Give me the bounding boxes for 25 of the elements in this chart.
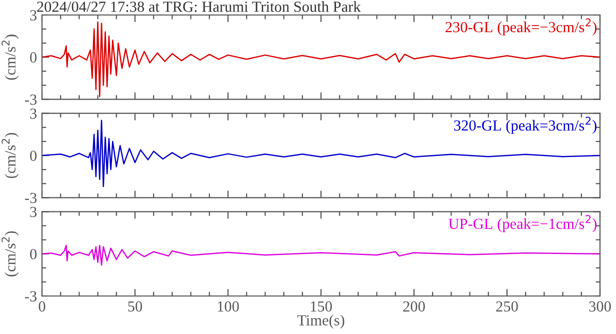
x-tick-label: 100 — [218, 301, 239, 312]
x-tick-label: 50 — [128, 301, 142, 312]
y-tick-label: -3 — [24, 291, 37, 302]
y-tick-label: 3 — [30, 108, 37, 119]
x-tick-label: 300 — [589, 301, 611, 312]
annotation: 320-GL (peak=3cm/s$^{2}$) — [454, 116, 596, 134]
y-tick-label: 0 — [30, 150, 37, 161]
line-series — [42, 244, 600, 266]
y-tick-label: 0 — [30, 248, 37, 260]
y-tick-label: 0 — [30, 52, 37, 63]
x-tick-label: 0 — [38, 301, 46, 312]
x-axis-title: Time(s) — [297, 314, 344, 329]
x-tick-label: 250 — [496, 301, 518, 312]
y-axis-title: (cm/s$^{2}$) — [2, 34, 19, 80]
annotation: UP-GL (peak=−1cm/s$^{2}$) — [448, 215, 596, 232]
x-tick-label: 150 — [310, 301, 332, 312]
y-tick-label: -3 — [24, 94, 37, 105]
x-tick-label: 200 — [403, 301, 425, 312]
chart-title: 2024/04/27 17:38 at TRG: Harumi Triton South Park — [37, 1, 361, 12]
y-tick-label: 3 — [30, 10, 37, 20]
y-tick-label: 3 — [30, 206, 37, 218]
y-axis-title: (cm/s$^{2}$) — [2, 231, 19, 276]
y-axis-title: (cm/s$^{2}$) — [2, 132, 19, 178]
annotation: 230-GL (peak=−3cm/s$^{2}$) — [446, 18, 597, 36]
y-tick-label: -3 — [24, 192, 37, 204]
